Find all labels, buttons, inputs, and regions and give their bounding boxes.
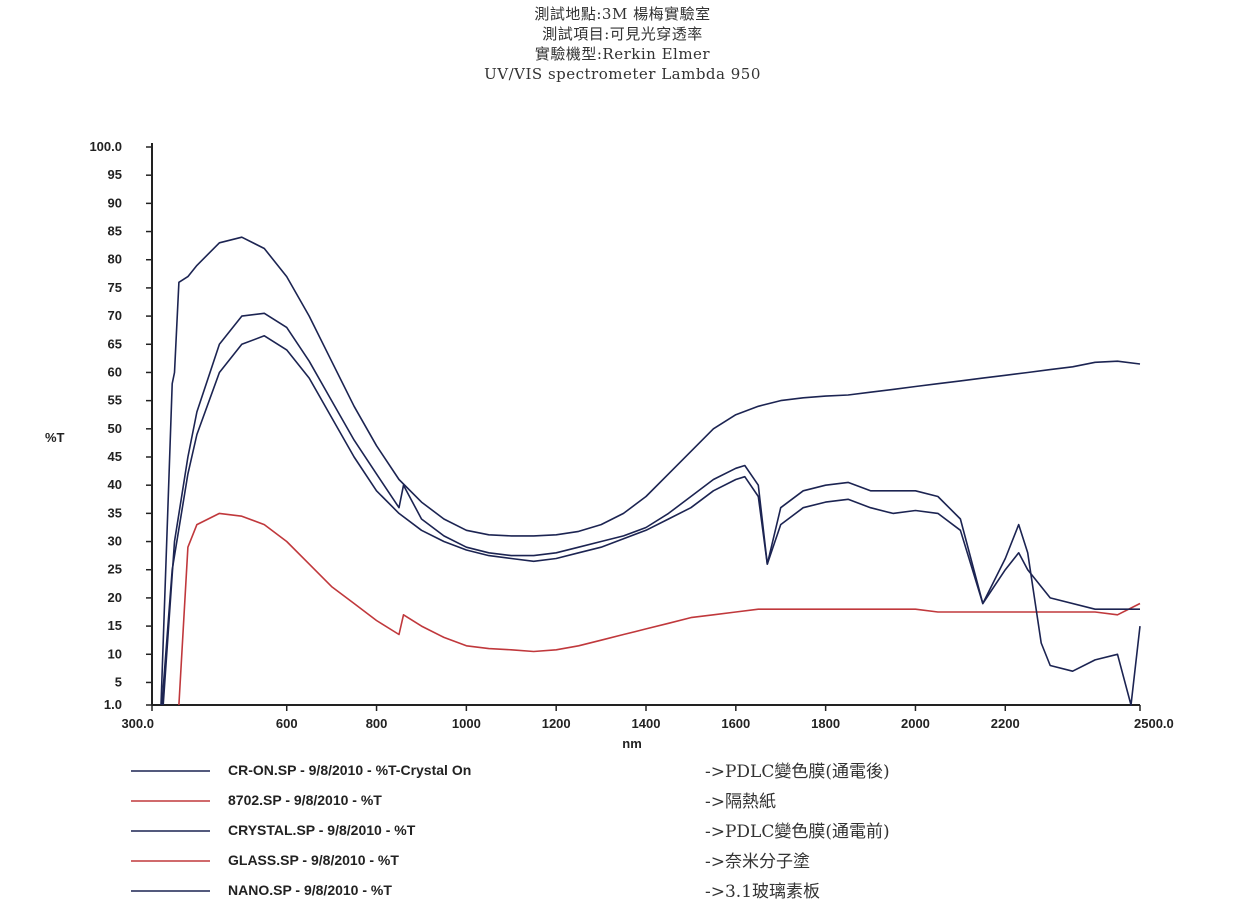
y-tick-label: 50 [108,421,122,436]
y-tick-label: 40 [108,477,122,492]
header-line-location: 測試地點:3M 楊梅實驗室 [534,5,711,23]
y-tick-label: 75 [108,280,122,295]
header-line-test-item: 測試項目:可見光穿透率 [542,25,703,43]
legend-series-name: CR-ON.SP - 9/8/2010 - %T-Crystal On [228,762,471,778]
legend-series-name: GLASS.SP - 9/8/2010 - %T [228,852,399,868]
x-axis-label: nm [622,736,642,751]
chart-header: 測試地點:3M 楊梅實驗室 測試項目:可見光穿透率 實驗機型:Rerkin El… [0,4,1245,84]
x-tick-label: 1000 [452,716,481,731]
x-ticks: 300.0 600 800 1000 1200 1400 1600 1800 2000 2200 2… [121,705,1174,731]
y-axis-label: %T [45,430,65,445]
header-line-instrument: 實驗機型:Rerkin Elmer [534,45,711,63]
x-tick-label: 1800 [811,716,840,731]
y-tick-label: 65 [108,336,122,351]
y-tick-label: 70 [108,308,122,323]
legend-series-description: ->PDLC變色膜(通電前) [705,822,890,842]
y-tick-label: 5 [115,674,122,689]
legend-series-name: 8702.SP - 9/8/2010 - %T [228,792,382,808]
y-tick-label: 35 [108,505,122,520]
y-tick-label: 15 [108,618,122,633]
header-line-spectrometer: UV/VIS spectrometer Lambda 950 [484,65,761,83]
y-tick-label: 60 [108,364,122,379]
y-tick-label: 1.0 [104,697,122,712]
series-line-3 [162,312,1141,706]
x-tick-label: 800 [366,716,388,731]
x-tick-label: 300.0 [121,716,154,731]
x-tick-label: 1600 [721,716,750,731]
x-tick-label: 600 [276,716,298,731]
y-tick-label: 30 [108,534,122,549]
legend-series-name: CRYSTAL.SP - 9/8/2010 - %T [228,822,416,838]
legend-series-name: NANO.SP - 9/8/2010 - %T [228,882,392,898]
y-tick-label: 90 [108,195,122,210]
series-line-5 [161,335,1140,706]
y-tick-label: 55 [108,393,122,408]
x-tick-label: 2200 [991,716,1020,731]
legend: CR-ON.SP - 9/8/2010 - %T-Crystal On ->PDL… [131,762,890,902]
y-tick-label: 25 [108,562,122,577]
y-tick-label: 100.0 [89,139,122,154]
legend-series-description: ->PDLC變色膜(通電後) [705,762,890,782]
y-tick-label: 20 [108,590,122,605]
x-tick-label: 2500.0 [1134,716,1174,731]
series-line-2 [178,512,1141,706]
legend-series-description: ->3.1玻璃素板 [705,882,820,902]
y-ticks: 100.0 95 90 85 80 75 70 65 60 55 50 45 40 35 30 25 20 15 1… [89,139,152,712]
y-tick-label: 80 [108,252,122,267]
x-tick-label: 2000 [901,716,930,731]
y-tick-label: 10 [108,646,122,661]
y-tick-label: 45 [108,449,122,464]
series-lines [160,236,1141,706]
legend-series-description: ->隔熱紙 [705,792,776,812]
legend-series-description: ->奈米分子塗 [705,851,810,872]
x-tick-label: 1400 [632,716,661,731]
series-line-1 [160,236,1141,706]
x-tick-label: 1200 [542,716,571,731]
y-tick-label: 95 [108,167,122,182]
y-tick-label: 85 [108,224,122,239]
